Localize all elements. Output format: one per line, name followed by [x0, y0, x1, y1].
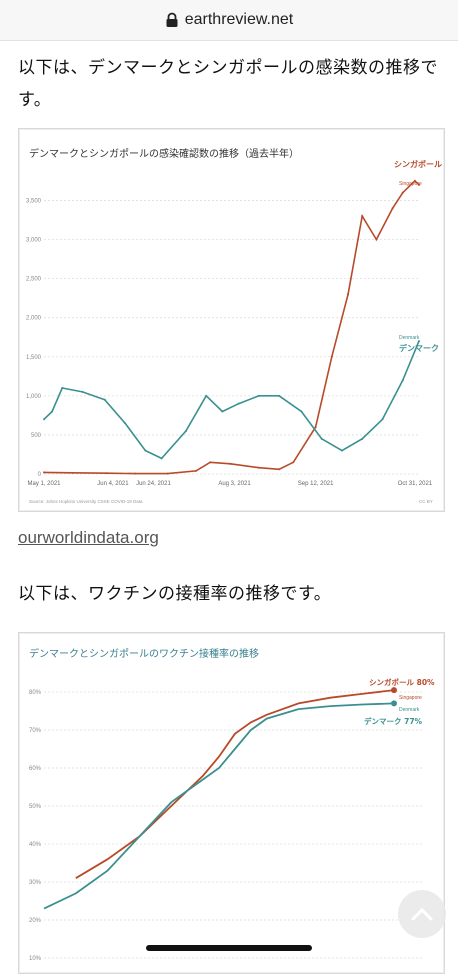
data-point	[361, 437, 364, 440]
data-point	[160, 457, 163, 460]
data-point	[184, 430, 187, 433]
denmark-line	[43, 340, 420, 460]
data-point	[257, 466, 260, 469]
data-point	[292, 461, 295, 464]
data-point	[278, 468, 281, 471]
data-point	[205, 394, 208, 397]
intro-paragraph-1: 以下は、デンマークとシンガポールの感染数の推移です。	[18, 58, 438, 110]
data-point	[330, 355, 333, 358]
data-point	[43, 471, 45, 474]
y-tick-label: 500	[31, 433, 42, 439]
data-point	[278, 394, 281, 397]
data-point	[391, 207, 394, 210]
data-point	[134, 472, 137, 475]
data-point	[71, 471, 74, 474]
y-tick-label: 3,500	[26, 198, 42, 204]
y-tick-label: 80%	[29, 690, 42, 696]
data-point	[103, 398, 106, 401]
x-tick-label: Jun 4, 2021	[97, 481, 129, 487]
data-point	[124, 422, 127, 425]
singapore-label-en: Singapore	[399, 695, 422, 701]
denmark-label-en: Denmark	[399, 707, 420, 713]
data-point	[166, 472, 169, 475]
chart-title: デンマークとシンガポールの感染確認数の推移（過去半年）	[29, 147, 299, 160]
data-point	[413, 179, 416, 182]
denmark-label: デンマーク 77%	[364, 716, 423, 726]
data-point	[401, 191, 404, 194]
denmark-end-dot	[391, 700, 397, 707]
url-text: earthreview.net	[184, 11, 294, 28]
y-tick-label: 2,500	[26, 277, 42, 283]
data-point	[221, 410, 224, 413]
singapore-line	[75, 689, 395, 879]
scroll-top-button[interactable]	[398, 890, 446, 938]
chart-source: Source: Johns Hopkins University CSSE CO…	[29, 499, 143, 504]
data-point	[43, 418, 45, 421]
x-tick-label: Aug 3, 2021	[218, 481, 251, 487]
data-point	[195, 469, 198, 472]
y-tick-label: 10%	[29, 956, 42, 962]
singapore-end-dot	[391, 687, 397, 694]
data-point	[300, 410, 303, 413]
data-point	[381, 418, 384, 421]
y-tick-label: 70%	[29, 728, 42, 734]
x-tick-label: May 1, 2021	[27, 481, 61, 487]
data-point	[144, 449, 147, 452]
data-point	[401, 379, 404, 382]
lock-icon	[166, 12, 178, 27]
data-point	[237, 402, 240, 405]
x-tick-label: Oct 31, 2021	[398, 481, 433, 487]
chevron-up-icon	[411, 907, 433, 921]
data-point	[81, 390, 84, 393]
intro-paragraph-2: 以下は、ワクチンの接種率の推移です。	[18, 584, 332, 604]
data-point	[418, 183, 420, 186]
denmark-label-en: Denmark	[399, 335, 420, 341]
chart-license: CC BY	[419, 499, 433, 504]
y-tick-label: 50%	[29, 804, 42, 810]
x-tick-label: Jun 24, 2021	[136, 481, 171, 487]
data-point	[314, 426, 317, 429]
infection-chart-card: デンマークとシンガポールの感染確認数の推移（過去半年） 0 500 1,000 1,5…	[18, 128, 445, 512]
singapore-label-jp: シンガポール	[394, 159, 442, 169]
y-tick-label: 0	[38, 472, 42, 478]
data-point	[257, 394, 260, 397]
data-point	[418, 340, 420, 343]
y-tick-label: 60%	[29, 766, 42, 772]
y-tick-label: 2,000	[26, 316, 42, 322]
vaccination-chart: デンマークとシンガポールのワクチン接種率の推移 10% 20% 30% 40% 50% 6…	[29, 647, 435, 962]
y-tick-label: 3,000	[26, 238, 42, 244]
home-indicator	[146, 945, 312, 951]
denmark-line	[43, 702, 395, 910]
y-tick-label: 30%	[29, 880, 42, 886]
data-point	[347, 293, 350, 296]
y-tick-label: 1,500	[26, 355, 42, 361]
address-bar[interactable]: earthreview.net	[0, 0, 458, 41]
source-link[interactable]: ourworldindata.org	[18, 528, 159, 547]
vaccination-chart-card: デンマークとシンガポールのワクチン接種率の推移 10% 20% 30% 40% 50% 6…	[18, 632, 445, 974]
y-tick-label: 40%	[29, 842, 42, 848]
data-point	[61, 387, 64, 390]
denmark-label-jp: デンマーク	[399, 343, 439, 353]
data-point	[375, 238, 378, 241]
x-tick-label: Sep 12, 2021	[298, 481, 334, 487]
chart-title: デンマークとシンガポールのワクチン接種率の推移	[29, 647, 259, 660]
data-point	[340, 449, 343, 452]
data-point	[51, 410, 54, 413]
infection-chart: デンマークとシンガポールの感染確認数の推移（過去半年） 0 500 1,000 1,5…	[26, 147, 442, 504]
singapore-label-en: Singapore	[399, 181, 422, 187]
data-point	[209, 461, 212, 464]
singapore-label: シンガポール 80%	[369, 677, 435, 687]
y-tick-label: 1,000	[26, 394, 42, 400]
data-point	[105, 472, 108, 475]
y-tick-label: 20%	[29, 918, 42, 924]
data-point	[229, 462, 232, 465]
data-point	[320, 437, 323, 440]
singapore-line	[43, 179, 420, 475]
data-point	[361, 215, 364, 218]
